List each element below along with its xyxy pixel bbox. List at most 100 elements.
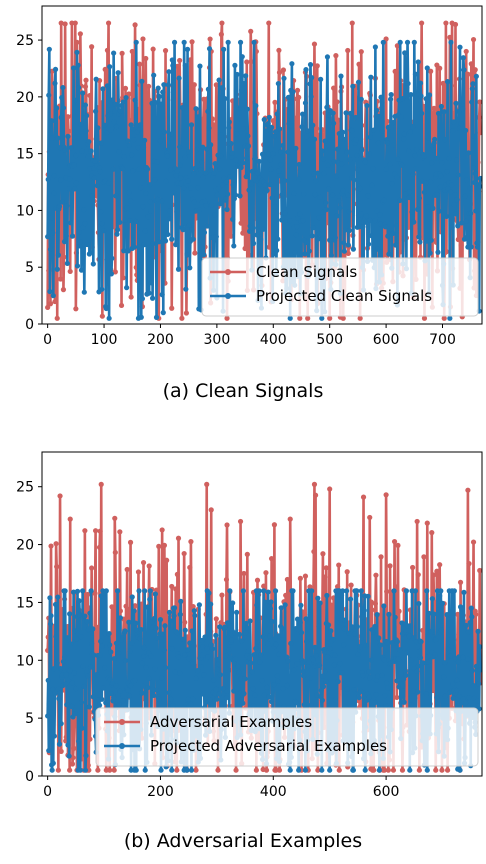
data-point [214,192,221,198]
data-point [178,598,184,604]
data-point [312,492,319,498]
data-point [416,234,422,240]
data-point [398,114,404,120]
data-point [190,696,196,702]
data-point [426,92,433,98]
data-point [323,200,329,206]
data-point [327,486,333,492]
data-point [286,630,292,637]
data-point [312,644,318,650]
data-point [340,315,346,321]
data-point [213,138,219,144]
data-point [411,635,417,641]
data-point [132,97,138,103]
data-point [319,767,325,773]
data-point [105,20,112,26]
data-point [327,315,333,321]
data-point [421,315,428,321]
data-point [174,571,180,577]
data-point [86,139,92,145]
data-point [294,87,301,93]
data-point [77,239,83,245]
axes-frame [41,5,483,325]
data-point [466,561,472,567]
data-point [223,695,230,701]
data-point [387,563,393,569]
data-point [276,126,283,132]
data-point [264,187,270,194]
caption-adversarial-examples: (b) Adversarial Examples [123,830,363,852]
data-point [468,61,474,67]
data-point [329,192,336,198]
data-point [165,231,171,238]
data-point [307,584,313,590]
data-point [355,79,362,85]
data-point [132,603,138,609]
data-point [244,155,250,161]
data-point [354,588,360,594]
data-point [307,675,314,681]
data-point [443,213,450,220]
data-point [49,135,55,141]
data-point [332,697,338,703]
data-point [266,20,272,26]
data-point [459,220,465,226]
data-point [60,658,67,665]
data-point [87,249,94,256]
data-point [208,507,214,513]
data-point [462,193,468,199]
data-point [311,171,317,177]
data-point [256,158,262,164]
data-point [459,605,465,612]
data-point [95,125,101,131]
data-point [146,83,152,89]
data-point [215,656,222,662]
data-point [218,132,224,138]
data-point [114,588,121,594]
data-point [214,696,220,702]
data-point [345,47,351,54]
data-point [268,699,275,705]
data-point [395,156,401,162]
data-point [140,653,147,660]
data-point [420,660,426,666]
data-point [258,236,264,242]
data-point [349,20,355,26]
data-point [147,596,153,602]
x-tick-label: 400 [260,784,287,800]
data-point [87,610,93,616]
data-point [315,236,322,242]
data-point [223,653,229,659]
data-point [136,588,142,594]
data-point [177,57,183,64]
data-point [287,516,293,522]
data-point [477,567,482,574]
data-point [307,62,314,68]
data-point [317,600,323,606]
data-point [473,73,479,79]
data-point [275,80,281,87]
data-point [331,120,337,126]
data-point [206,46,213,52]
data-point [207,36,213,42]
data-point [477,667,482,673]
data-point [111,119,117,125]
data-point [391,142,397,148]
data-point [455,236,461,243]
data-point [356,217,362,223]
data-point [271,133,278,139]
data-point [345,250,351,257]
data-point [50,760,56,766]
data-point [336,767,342,773]
data-point [99,220,105,227]
data-point [143,55,149,62]
data-point [443,20,449,26]
data-point [333,126,340,132]
data-point [391,538,398,545]
data-point [169,305,175,311]
data-point [290,667,297,673]
data-point [376,767,382,773]
data-point [268,599,274,605]
data-point [342,617,348,623]
data-point [423,691,429,697]
